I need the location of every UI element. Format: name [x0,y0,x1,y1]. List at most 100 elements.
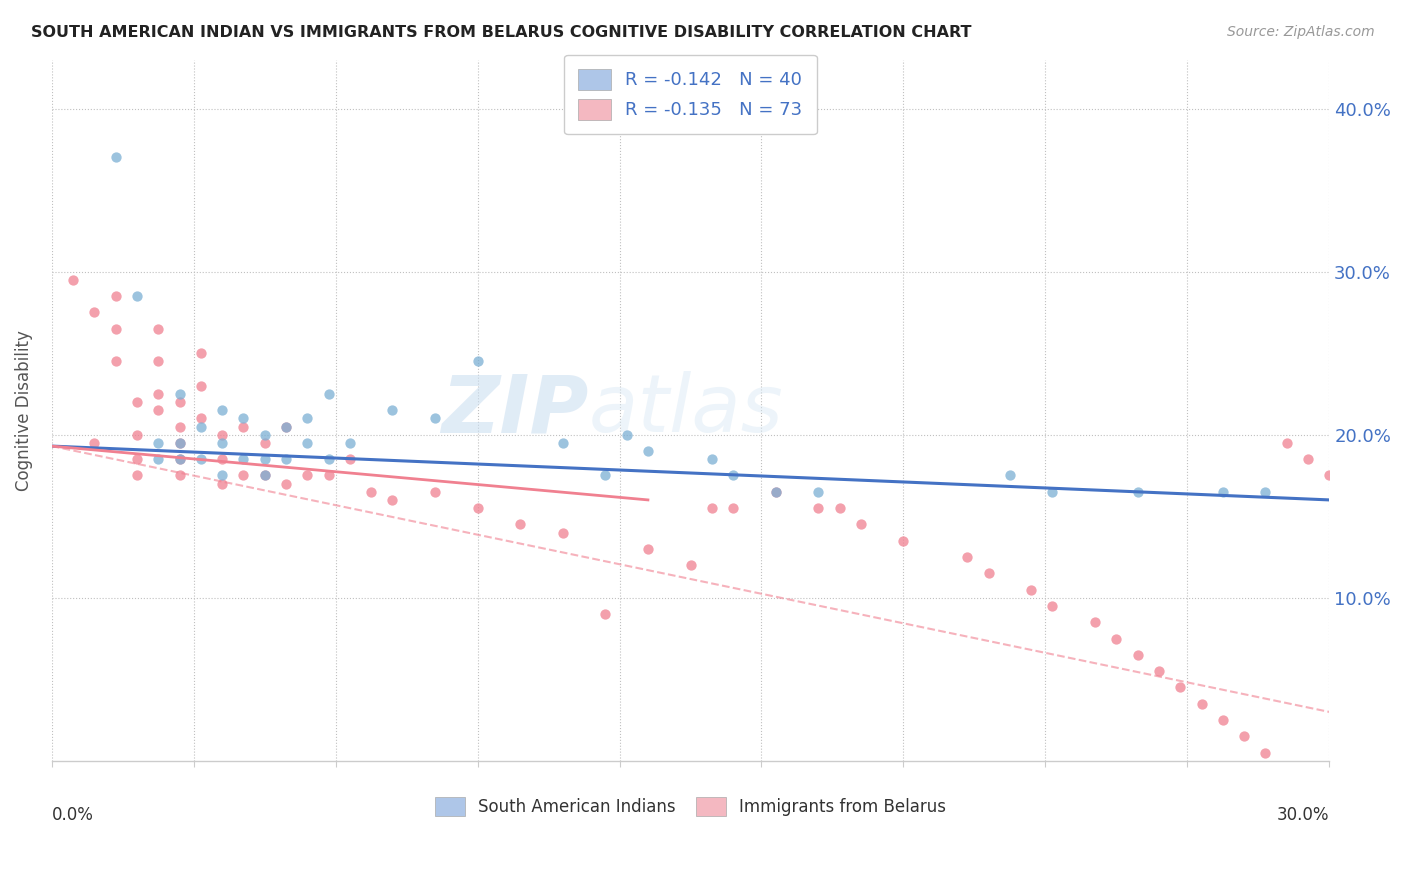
Point [169,387,191,401]
Point [381,403,404,417]
Point [211,468,233,483]
Point [169,468,191,483]
Point [190,411,212,425]
Point [360,484,382,499]
Point [297,468,319,483]
Point [1317,468,1340,483]
Point [1126,484,1149,499]
Point [1105,632,1128,646]
Point [721,501,744,516]
Point [1254,746,1277,760]
Point [253,468,276,483]
Point [1084,615,1107,630]
Point [211,476,233,491]
Point [148,321,170,335]
Point [998,468,1021,483]
Point [423,484,446,499]
Point [253,427,276,442]
Point [83,435,105,450]
Point [1340,566,1362,581]
Point [297,411,319,425]
Point [1212,484,1234,499]
Point [828,501,851,516]
Point [700,452,723,467]
Point [104,354,127,368]
Point [62,273,84,287]
Point [849,517,872,532]
Point [509,517,531,532]
Point [1019,582,1042,597]
Point [148,435,170,450]
Point [318,468,340,483]
Point [104,321,127,335]
Point [125,452,148,467]
Point [1340,501,1362,516]
Point [211,403,233,417]
Text: 30.0%: 30.0% [1277,806,1329,824]
Point [765,484,787,499]
Point [721,468,744,483]
Point [148,354,170,368]
Point [1168,681,1191,695]
Point [318,452,340,467]
Point [1340,484,1362,499]
Point [700,501,723,516]
Point [148,387,170,401]
Point [125,468,148,483]
Point [148,452,170,467]
Point [253,435,276,450]
Point [190,346,212,360]
Point [1254,484,1277,499]
Point [1340,582,1362,597]
Point [551,435,574,450]
Point [125,395,148,409]
Point [253,452,276,467]
Point [232,452,254,467]
Point [297,435,319,450]
Point [551,525,574,540]
Point [637,444,659,458]
Point [893,533,915,548]
Point [595,607,617,621]
Point [253,468,276,483]
Point [274,452,297,467]
Point [318,387,340,401]
Point [1340,533,1362,548]
Point [232,419,254,434]
Point [104,151,127,165]
Point [190,452,212,467]
Point [211,452,233,467]
Legend: South American Indians, Immigrants from Belarus: South American Indians, Immigrants from … [429,790,953,822]
Point [956,549,979,564]
Point [232,411,254,425]
Text: ZIP: ZIP [441,371,588,450]
Point [1042,599,1064,613]
Point [616,427,638,442]
Point [807,484,830,499]
Point [1191,697,1213,711]
Point [1296,452,1319,467]
Point [595,468,617,483]
Point [148,403,170,417]
Point [1340,549,1362,564]
Point [1042,484,1064,499]
Text: Source: ZipAtlas.com: Source: ZipAtlas.com [1227,25,1375,39]
Point [1147,664,1170,678]
Point [807,501,830,516]
Point [169,419,191,434]
Point [211,427,233,442]
Point [211,435,233,450]
Point [467,354,489,368]
Point [1233,730,1256,744]
Point [169,452,191,467]
Point [1212,713,1234,727]
Point [977,566,1000,581]
Point [104,289,127,303]
Y-axis label: Cognitive Disability: Cognitive Disability [15,330,32,491]
Point [274,419,297,434]
Point [637,541,659,556]
Point [1340,517,1362,532]
Point [169,435,191,450]
Text: 0.0%: 0.0% [52,806,94,824]
Point [339,435,361,450]
